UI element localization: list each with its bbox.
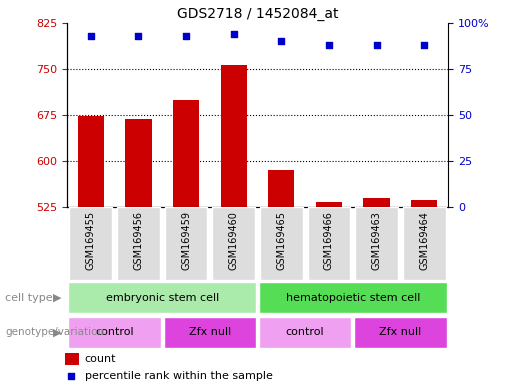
Bar xyxy=(220,65,247,207)
Text: ▶: ▶ xyxy=(53,293,62,303)
Point xyxy=(182,33,190,39)
FancyBboxPatch shape xyxy=(403,207,445,280)
FancyBboxPatch shape xyxy=(212,207,255,280)
Text: genotype/variation: genotype/variation xyxy=(5,327,104,337)
FancyBboxPatch shape xyxy=(260,207,303,280)
Point xyxy=(277,38,285,45)
Text: GSM169459: GSM169459 xyxy=(181,211,191,270)
Text: count: count xyxy=(85,354,116,364)
Text: GSM169465: GSM169465 xyxy=(277,211,286,270)
FancyBboxPatch shape xyxy=(68,282,256,313)
Text: control: control xyxy=(286,327,324,337)
Bar xyxy=(125,119,151,207)
Text: ▶: ▶ xyxy=(53,327,62,337)
Text: cell type: cell type xyxy=(5,293,53,303)
Text: GSM169455: GSM169455 xyxy=(86,211,96,270)
FancyBboxPatch shape xyxy=(307,207,350,280)
Bar xyxy=(268,170,295,207)
FancyBboxPatch shape xyxy=(68,316,161,348)
Text: GSM169466: GSM169466 xyxy=(324,211,334,270)
Bar xyxy=(78,116,104,207)
FancyBboxPatch shape xyxy=(259,282,447,313)
Title: GDS2718 / 1452084_at: GDS2718 / 1452084_at xyxy=(177,7,338,21)
Text: GSM169456: GSM169456 xyxy=(133,211,143,270)
Bar xyxy=(364,198,390,207)
Point xyxy=(230,31,238,37)
Text: Zfx null: Zfx null xyxy=(188,327,231,337)
FancyBboxPatch shape xyxy=(117,207,160,280)
Text: Zfx null: Zfx null xyxy=(379,327,422,337)
FancyBboxPatch shape xyxy=(165,207,208,280)
Text: GSM169464: GSM169464 xyxy=(419,211,429,270)
Point xyxy=(134,33,143,39)
FancyBboxPatch shape xyxy=(164,316,256,348)
Point xyxy=(372,42,381,48)
Text: GSM169463: GSM169463 xyxy=(372,211,382,270)
FancyBboxPatch shape xyxy=(70,207,112,280)
Point xyxy=(87,33,95,39)
Text: percentile rank within the sample: percentile rank within the sample xyxy=(85,371,272,381)
Bar xyxy=(316,202,342,207)
Bar xyxy=(173,100,199,207)
Point xyxy=(381,295,389,301)
Text: control: control xyxy=(95,327,134,337)
Bar xyxy=(65,353,79,365)
Text: GSM169460: GSM169460 xyxy=(229,211,238,270)
Bar xyxy=(411,200,437,207)
FancyBboxPatch shape xyxy=(354,316,447,348)
Text: hematopoietic stem cell: hematopoietic stem cell xyxy=(286,293,420,303)
Text: embryonic stem cell: embryonic stem cell xyxy=(106,293,219,303)
FancyBboxPatch shape xyxy=(259,316,351,348)
Point xyxy=(420,42,428,48)
FancyBboxPatch shape xyxy=(355,207,398,280)
Point xyxy=(325,42,333,48)
